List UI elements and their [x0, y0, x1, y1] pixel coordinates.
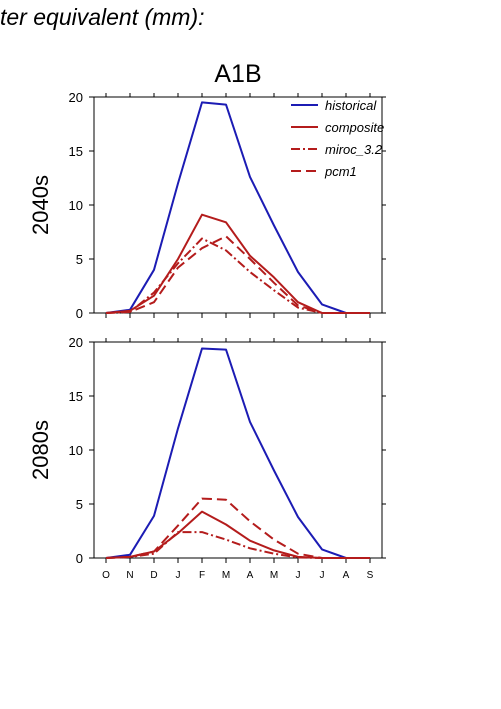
series-line-pcm1 — [105, 235, 370, 314]
series-line-historical — [105, 347, 370, 559]
legend-label: pcm1 — [324, 164, 357, 179]
x-tick-label: D — [150, 570, 157, 581]
header-text: ter equivalent (mm): — [0, 4, 205, 30]
y-tick-label: 5 — [76, 252, 83, 267]
x-tick-label: J — [320, 570, 325, 581]
x-tick-label: F — [199, 570, 205, 581]
series-line-miroc-3-2 — [105, 531, 370, 559]
y-tick-label: 20 — [69, 335, 83, 350]
chart-title: A1B — [214, 60, 261, 88]
y-tick-label: 5 — [76, 497, 83, 512]
y-tick-label: 15 — [69, 144, 83, 159]
y-tick-label: 10 — [69, 198, 83, 213]
x-tick-label: M — [270, 570, 278, 581]
y-tick-label: 0 — [76, 306, 83, 321]
y-tick-label: 15 — [69, 389, 83, 404]
legend-label: historical — [325, 98, 377, 113]
x-tick-label: O — [102, 570, 110, 581]
panel-frame-2 — [93, 341, 383, 559]
x-tick-label: A — [343, 570, 350, 581]
y-tick-label: 10 — [69, 443, 83, 458]
series-line-pcm1 — [105, 497, 370, 559]
series-line-composite — [105, 510, 370, 559]
x-tick-label: J — [296, 570, 301, 581]
y-tick-label: 0 — [76, 551, 83, 566]
x-tick-label: M — [222, 570, 230, 581]
x-tick-label: S — [367, 570, 374, 581]
legend-label: miroc_3.2 — [325, 142, 383, 157]
series-line-historical — [105, 101, 370, 314]
panel-ylabel-1: 2040s — [28, 175, 53, 235]
x-tick-label: N — [126, 570, 133, 581]
y-tick-label: 20 — [69, 90, 83, 105]
x-tick-label: A — [247, 570, 254, 581]
legend-label: composite — [325, 120, 384, 135]
panel-ylabel-2: 2080s — [28, 420, 53, 480]
x-tick-label: J — [176, 570, 181, 581]
series-line-composite — [105, 213, 370, 314]
